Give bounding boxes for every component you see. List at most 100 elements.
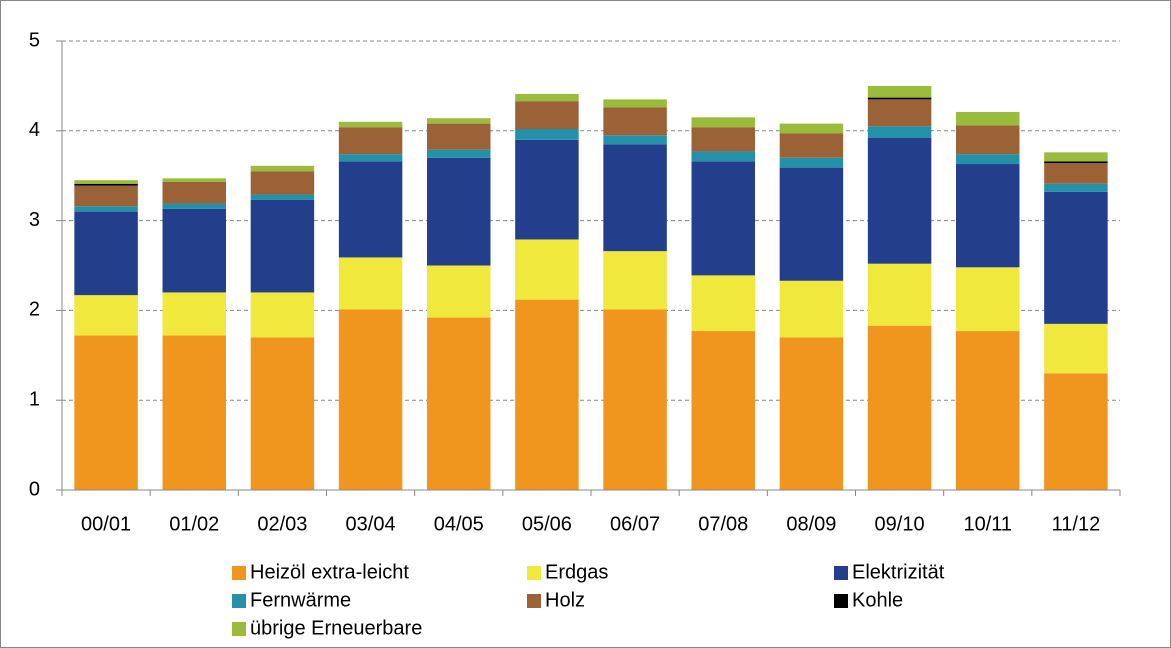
bar-segment	[162, 178, 226, 182]
bar-segment	[1044, 152, 1108, 162]
legend-swatch	[834, 566, 848, 580]
bar-segment	[338, 257, 403, 310]
bar-segment	[603, 309, 667, 490]
bar-segment	[603, 99, 667, 108]
bar-segment	[427, 149, 491, 158]
bar-segment	[867, 97, 932, 100]
x-tick-label: 02/03	[257, 513, 307, 535]
bar-segment	[162, 208, 226, 293]
y-tick-label: 4	[29, 119, 40, 141]
x-tick-label: 11/12	[1052, 513, 1101, 535]
bar-segment	[427, 317, 491, 490]
bar-segment	[515, 93, 579, 102]
legend-swatch	[232, 594, 246, 608]
legend-label: Elektrizität	[852, 561, 945, 583]
bar-segment	[603, 107, 667, 136]
bar-segment	[691, 275, 755, 332]
legend-label: Erdgas	[545, 561, 608, 583]
bar-segment	[779, 157, 844, 168]
bar-segment	[250, 171, 315, 195]
legend-label: Holz	[545, 589, 585, 611]
y-tick-label: 2	[29, 299, 40, 321]
y-tick-label: 0	[29, 478, 40, 500]
legend-swatch	[527, 566, 541, 580]
x-tick-label: 04/05	[434, 513, 484, 535]
bar-segment	[250, 194, 315, 200]
bar-segment	[1044, 191, 1108, 324]
bar-segment	[956, 267, 1020, 332]
bar-segment	[74, 183, 138, 186]
bar-segment	[691, 331, 755, 490]
bar-segment	[250, 292, 315, 338]
legend-label: übrige Erneuerbare	[250, 617, 422, 639]
bar-segment	[1044, 163, 1108, 184]
bar-segment	[338, 154, 403, 162]
bar-segment	[603, 144, 667, 252]
bar-segment	[162, 181, 226, 204]
bar-segment	[867, 137, 932, 264]
bar-segment	[867, 126, 932, 138]
bar-segment	[779, 280, 844, 338]
legend-swatch	[834, 594, 848, 608]
bar-segment	[956, 331, 1020, 490]
x-tick-label: 06/07	[610, 513, 660, 535]
bar-segment	[956, 111, 1020, 126]
bar-segment	[427, 265, 491, 318]
bar-segment	[779, 167, 844, 281]
bar-segment	[1044, 373, 1108, 490]
bar-segment	[603, 135, 667, 145]
bar-segment	[250, 337, 315, 490]
bar-segment	[691, 161, 755, 276]
legend-swatch	[232, 622, 246, 636]
bar-segment	[1044, 323, 1108, 374]
x-tick-label: 07/08	[698, 513, 748, 535]
bar-segment	[427, 123, 491, 150]
bar-segment	[338, 161, 403, 258]
bar-segment	[867, 263, 932, 326]
legend-swatch	[232, 566, 246, 580]
bar-segment	[250, 165, 315, 172]
y-tick-label: 5	[29, 29, 40, 51]
bar-segment	[162, 335, 226, 490]
x-tick-label: 03/04	[346, 513, 396, 535]
x-tick-label: 08/09	[786, 513, 836, 535]
bar-segment	[603, 251, 667, 310]
bar-segment	[515, 101, 579, 130]
bar-segment	[691, 151, 755, 162]
bar-segment	[162, 292, 226, 336]
bar-segment	[956, 125, 1020, 155]
bar-segment	[779, 123, 844, 134]
bar-segment	[515, 139, 579, 240]
bar-segment	[515, 129, 579, 140]
bar-segment	[74, 295, 138, 336]
y-tick-label: 3	[29, 209, 40, 231]
x-tick-label: 01/02	[169, 513, 219, 535]
bar-segment	[956, 164, 1020, 268]
bar-segment	[1044, 183, 1108, 192]
bar-segment	[338, 121, 403, 128]
bar-segment	[427, 118, 491, 124]
bar-segment	[867, 99, 932, 127]
bar-segment	[779, 337, 844, 490]
bar-segment	[867, 325, 932, 490]
bar-segment	[515, 239, 579, 300]
bar-segment	[691, 117, 755, 128]
bar-segment	[74, 185, 138, 207]
bar-segment	[74, 211, 138, 296]
bar-segment	[515, 299, 579, 490]
bar-segment	[162, 203, 226, 209]
legend-label: Kohle	[852, 589, 903, 611]
bar-segment	[74, 206, 138, 212]
bar-segment	[427, 157, 491, 266]
x-tick-label: 10/11	[963, 513, 1012, 535]
bar-segment	[691, 127, 755, 152]
bar-segment	[74, 180, 138, 184]
x-tick-label: 09/10	[875, 513, 925, 535]
x-tick-label: 05/06	[522, 513, 572, 535]
bar-segment	[74, 335, 138, 490]
bar-segment	[1044, 161, 1108, 164]
x-tick-label: 00/01	[81, 513, 131, 535]
bar-segment	[956, 154, 1020, 165]
bar-segment	[338, 127, 403, 155]
